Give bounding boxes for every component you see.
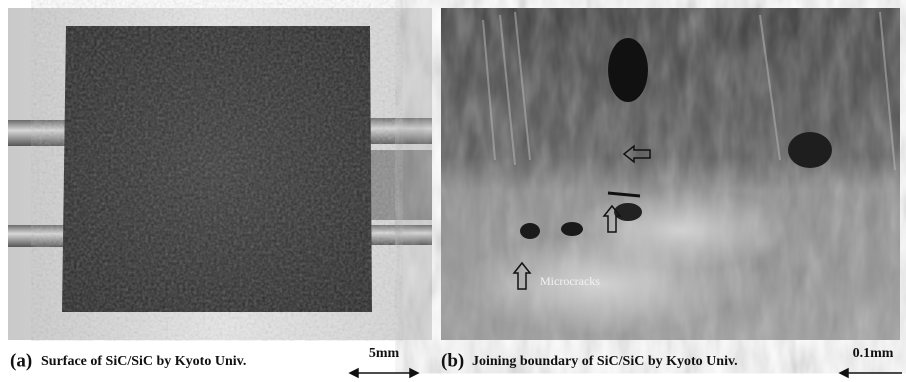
photo-a <box>8 8 432 340</box>
scale-bar <box>350 369 418 377</box>
caption: Joining boundary of SiC/SiC by Kyoto Uni… <box>472 354 738 369</box>
panel-label: (a) <box>10 350 32 371</box>
photo-b: Microcracks <box>441 8 900 340</box>
annotation: Microcracks <box>540 274 600 288</box>
caption: Surface of SiC/SiC by Kyoto Univ. <box>41 354 246 369</box>
scale-bar-label: 5mm <box>369 346 400 361</box>
panel-label: (b) <box>441 350 464 371</box>
scale-bar-label: 0.1mm <box>853 346 894 361</box>
scale-bar <box>840 369 902 377</box>
figure: Microcracks (a) Surface of SiC/SiC by Ky… <box>0 0 906 382</box>
